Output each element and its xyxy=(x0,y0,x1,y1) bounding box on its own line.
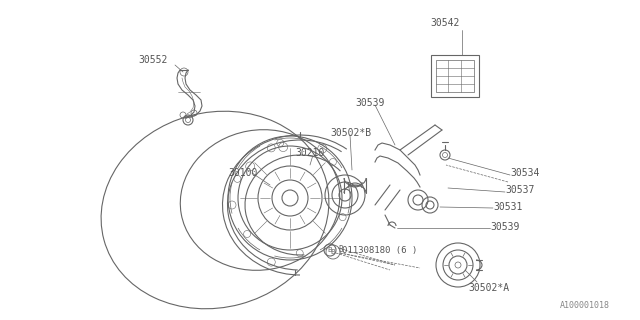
Text: 30552: 30552 xyxy=(138,55,168,65)
Text: 30542: 30542 xyxy=(430,18,460,28)
Bar xyxy=(436,60,474,92)
Text: B: B xyxy=(338,245,342,254)
Bar xyxy=(431,55,479,97)
Text: 30539: 30539 xyxy=(355,98,385,108)
Text: 30100: 30100 xyxy=(228,168,257,178)
Text: 30502*A: 30502*A xyxy=(468,283,509,293)
Text: B: B xyxy=(331,249,335,255)
Text: 30539: 30539 xyxy=(490,222,520,232)
Text: A100001018: A100001018 xyxy=(560,301,610,310)
Text: 30210: 30210 xyxy=(295,148,324,158)
Text: B: B xyxy=(328,247,332,253)
Text: 30531: 30531 xyxy=(493,202,522,212)
Text: 011308180 (6 ): 011308180 (6 ) xyxy=(342,245,417,254)
Text: 30537: 30537 xyxy=(505,185,534,195)
Text: 30502*B: 30502*B xyxy=(330,128,371,138)
Text: 30534: 30534 xyxy=(510,168,540,178)
